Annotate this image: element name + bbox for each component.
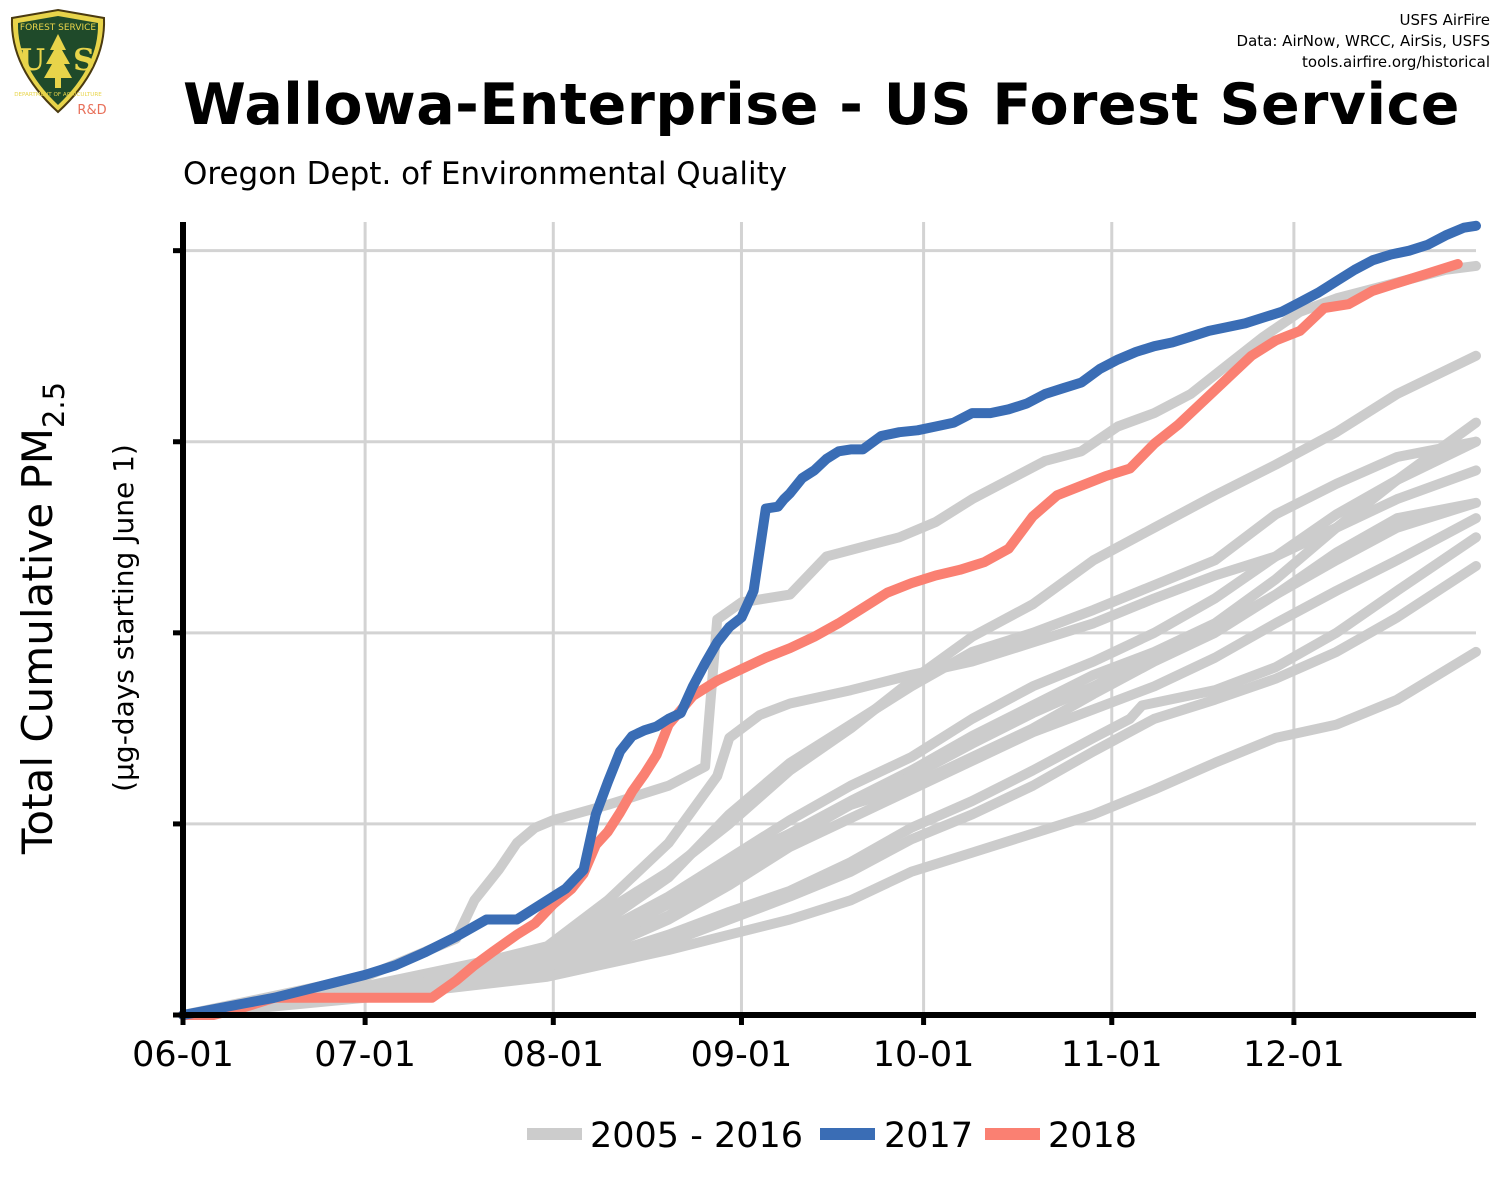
y-axis-label-sub: 2.5 [37,382,71,428]
logo-top-text: FOREST SERVICE [20,23,97,33]
credit-line-3: tools.airfire.org/historical [1302,53,1490,71]
credits: USFS AirFire Data: AirNow, WRCC, AirSis,… [1237,10,1490,73]
logo-letter-left: U [19,43,45,78]
background-series-line-1 [178,350,1481,1020]
background-series-line-3 [178,436,1481,1020]
background-series-group [178,260,1481,1020]
logo-bottom-text: DEPARTMENT OF AGRICULTURE [14,92,102,98]
background-series-line-4 [178,436,1481,1020]
x-tick-label-1: 07-01 [314,1035,416,1075]
page-subtitle: Oregon Dept. of Environmental Quality [183,156,788,192]
y-axis-label-group: Total Cumulative PM2.5 (µg-days starting… [13,382,140,855]
x-tick-label-3: 09-01 [691,1035,793,1075]
logo-badge: R&D [77,103,106,118]
credit-line-1: USFS AirFire [1399,11,1490,29]
background-series-line-10 [178,497,1481,1020]
legend-label-2: 2018 [1048,1116,1137,1156]
usfs-shield-icon: FOREST SERVICE U S DEPARTMENT OF AGRICUL… [10,8,107,118]
page-title: Wallowa-Enterprise - US Forest Service [183,72,1460,138]
y-axis-label-main: Total Cumulative PM [13,428,62,855]
x-tick-labels: 06-01 07-01 08-01 09-01 10-01 11-01 12-01 [132,1035,1345,1075]
y-axis-label: Total Cumulative PM2.5 [13,382,71,855]
legend-label-0: 2005 - 2016 [590,1116,803,1156]
legend: 2005 - 2016 2017 2018 [527,1116,1137,1156]
x-tick-label-2: 08-01 [502,1035,604,1075]
logo-letter-right: S [73,43,95,78]
main-series-group [178,220,1481,1020]
x-tick-label-4: 10-01 [873,1035,975,1075]
background-series-line-0 [178,260,1481,1020]
series-line-2017 [178,220,1481,1020]
x-tick-label-0: 06-01 [132,1035,234,1075]
background-series-line-11 [178,646,1481,1020]
background-series-line-8 [178,532,1481,1020]
tree-icon [44,34,72,88]
x-tick-label-6: 12-01 [1243,1035,1345,1075]
background-series-line-9 [178,561,1481,1020]
credit-line-2: Data: AirNow, WRCC, AirSis, USFS [1236,32,1490,50]
legend-label-1: 2017 [884,1116,973,1156]
series-line-2018 [178,259,1463,1020]
y-axis-units: (µg-days starting June 1) [107,444,140,792]
axes [173,222,1476,1025]
x-tick-label-5: 11-01 [1061,1035,1163,1075]
